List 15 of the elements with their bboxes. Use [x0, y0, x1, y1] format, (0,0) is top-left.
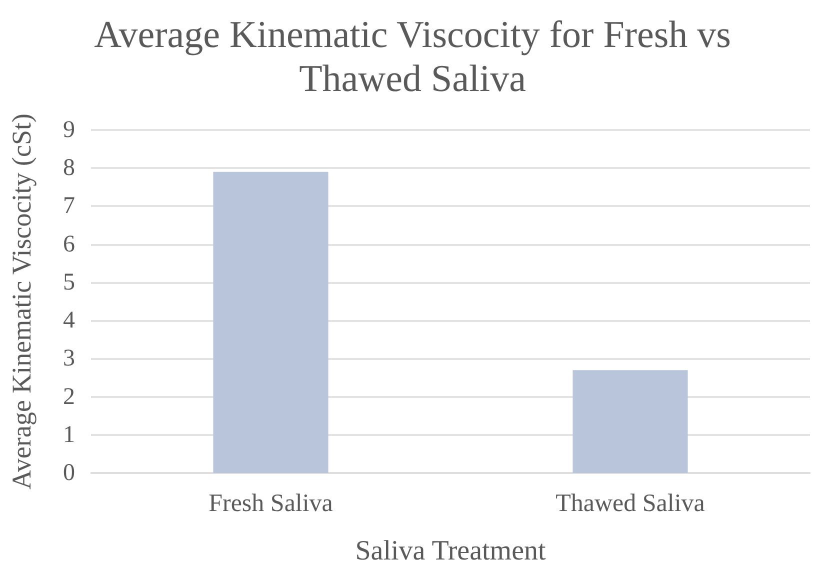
y-tick-label: 4	[63, 308, 75, 334]
y-tick-label: 6	[63, 231, 75, 258]
y-tick-label: 0	[63, 460, 75, 486]
y-tick-label: 1	[63, 422, 75, 448]
x-tick-label: Thawed Saliva	[556, 490, 705, 517]
chart-title: Average Kinematic Viscocity for Fresh vs Thawed Saliva	[94, 14, 731, 100]
y-tick-label: 7	[63, 193, 75, 220]
x-tick-label: Fresh Saliva	[208, 490, 333, 517]
x-axis-title: Saliva Treatment	[355, 536, 546, 566]
y-tick-label: 3	[63, 346, 75, 372]
y-tick-label: 2	[63, 384, 75, 410]
y-tick-label: 5	[63, 269, 75, 296]
y-tick-label: 8	[63, 155, 75, 182]
y-tick-label: 9	[63, 117, 75, 143]
y-axis-title: Average Kinematic Viscocity (cSt)	[6, 114, 36, 490]
